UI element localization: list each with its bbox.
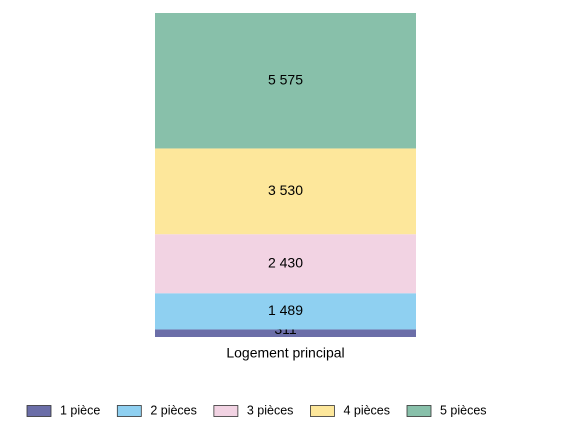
legend-label: 2 pièces	[150, 403, 197, 417]
legend-label: 1 pièce	[60, 403, 100, 417]
bar-segment	[155, 293, 416, 330]
x-tick-label: Logement principal	[226, 345, 344, 361]
legend-label: 5 pièces	[440, 403, 487, 417]
bar-segment	[155, 329, 416, 337]
bar-segment	[155, 148, 416, 235]
legend-swatch	[213, 405, 239, 417]
legend-label: 3 pièces	[247, 403, 294, 417]
legend-swatch	[26, 405, 52, 417]
legend-swatch	[116, 405, 142, 417]
data-label: 3 530	[268, 182, 303, 198]
data-label: 2 430	[268, 254, 303, 270]
bar-segment	[155, 13, 416, 149]
legend-label: 4 pièces	[343, 403, 390, 417]
legend-swatch	[310, 405, 335, 417]
legend-swatch	[406, 405, 432, 417]
data-label: 1 489	[268, 302, 303, 318]
bar-segment	[155, 234, 416, 294]
data-label: 5 575	[268, 71, 303, 87]
